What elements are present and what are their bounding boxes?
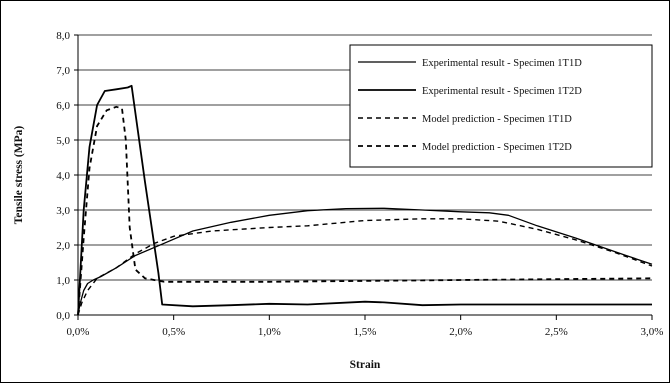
y-tick-label: 6,0: [56, 100, 70, 112]
legend-box: [349, 44, 653, 168]
y-tick-label: 1,0: [56, 275, 70, 287]
series-lines: [77, 84, 653, 316]
y-tick-label: 2,0: [56, 240, 70, 252]
x-axis-title: Strain: [350, 359, 381, 371]
legend-label-3: Model prediction - Specimen 1T1D: [422, 114, 572, 125]
x-tick-label: 2,0%: [449, 326, 472, 338]
y-tick-label: 8,0: [56, 30, 70, 42]
legend-label-2: Experimental result - Specimen 1T2D: [422, 86, 582, 97]
y-tick-label: 3,0: [56, 205, 70, 217]
legend: Experimental result - Specimen 1T1D Exper…: [349, 44, 653, 168]
axes: 0,0 1,0 2,0 3,0 4,0 5,0 6,0 7,0 8,0 0,0% 0,5% 1,0% 1…: [56, 30, 663, 338]
y-tick-label: 0,0: [56, 310, 70, 322]
series-line-4: [77, 105, 653, 316]
series-line-1: [77, 207, 653, 316]
y-tick-label: 5,0: [56, 135, 70, 147]
series-line-2: [77, 84, 652, 316]
series-line-3: [77, 218, 653, 316]
x-tick-label: 0,0%: [67, 326, 90, 338]
x-tick-label: 2,5%: [545, 326, 568, 338]
legend-label-4: Model prediction - Specimen 1T2D: [422, 142, 572, 153]
x-tick-label: 1,5%: [354, 326, 377, 338]
y-tick-label: 4,0: [56, 170, 70, 182]
x-tick-label: 1,0%: [258, 326, 281, 338]
x-tick-label: 0,5%: [162, 326, 185, 338]
y-axis-title: Tensile stress (MPa): [13, 126, 25, 225]
y-tick-label: 7,0: [56, 65, 70, 77]
x-tick-label: 3,0%: [641, 326, 664, 338]
legend-label-1: Experimental result - Specimen 1T1D: [422, 58, 582, 69]
